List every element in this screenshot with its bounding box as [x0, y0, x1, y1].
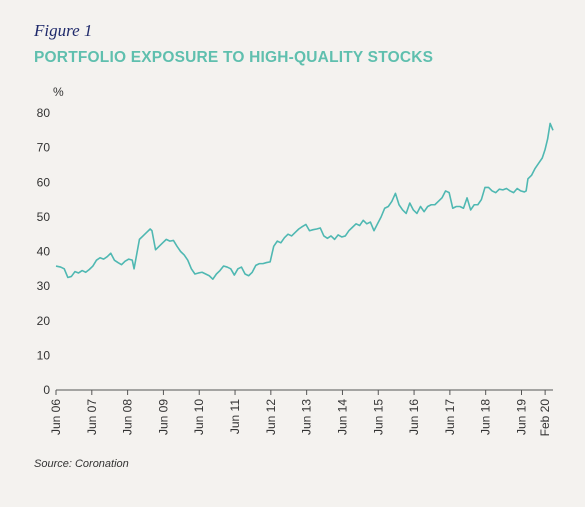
y-tick-label: 50: [37, 210, 51, 224]
source-note: Source: Coronation: [34, 458, 129, 470]
x-tick-label: Jun 10: [192, 399, 206, 435]
x-tick-label: Jun 18: [479, 399, 493, 435]
y-tick-label: 40: [37, 245, 51, 259]
x-tick-label: Jun 14: [335, 399, 349, 435]
y-tick-label: 30: [37, 279, 51, 293]
figure-label: Figure 1: [34, 21, 93, 40]
series-group: [55, 122, 554, 281]
x-tick-label: Jun 12: [264, 399, 278, 435]
series-line: [55, 122, 554, 281]
x-tick-label: Jun 06: [49, 399, 63, 435]
y-axis-unit-label: %: [53, 85, 64, 99]
x-tick-label: Jun 08: [121, 399, 135, 435]
y-tick-label: 20: [37, 314, 51, 328]
x-tick-label: Jun 07: [85, 399, 99, 435]
x-tick-label: Jun 13: [300, 399, 314, 435]
chart-title: PORTFOLIO EXPOSURE TO HIGH-QUALITY STOCK…: [34, 49, 434, 66]
x-tick-label: Jun 17: [443, 399, 457, 435]
y-tick-label: 10: [37, 348, 51, 362]
x-tick-label: Jun 15: [371, 399, 385, 435]
x-tick-label: Jun 19: [514, 399, 528, 435]
y-axis: 0 10 20 30 40 50 60 70 80: [37, 106, 51, 397]
x-tick-label: Feb 20: [538, 399, 552, 437]
x-tick-label: Jun 09: [156, 399, 170, 435]
y-tick-label: 0: [43, 383, 50, 397]
x-axis: Jun 06 Jun 07 Jun 08 Jun 09 Jun 10 Jun 11 Jun …: [49, 389, 553, 437]
y-tick-label: 80: [37, 106, 51, 120]
y-tick-label: 70: [37, 141, 51, 155]
x-tick-label: Jun 16: [407, 399, 421, 435]
y-tick-label: 60: [37, 175, 51, 189]
x-tick-label: Jun 11: [228, 399, 242, 434]
